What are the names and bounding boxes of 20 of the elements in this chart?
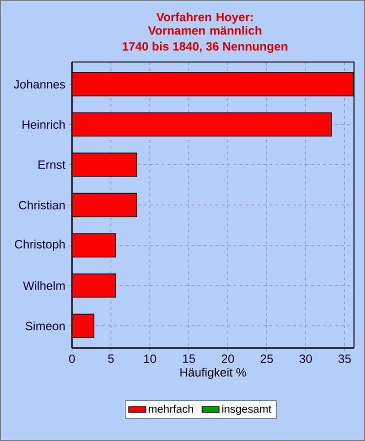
x-axis-title: Häufigkeit % [180,368,246,379]
x-tick-label: 30 [300,354,312,363]
x-tick-label: 20 [222,354,234,363]
x-tick-label: 25 [260,354,273,363]
x-tick-label: 0 [69,354,75,363]
legend-label: mehrfach [148,404,194,413]
y-tick-label: Johannes [14,80,66,89]
x-tick-label: 35 [338,354,351,363]
y-tick-label: Heinrich [22,120,65,129]
x-tick-label: 10 [144,354,156,363]
chart-title: Vorfahren Hoyer: Vornamen männlich [148,12,262,35]
y-tick-label: Wilhelm [23,281,65,290]
x-tick-label: 15 [183,354,195,363]
y-tick-label: Simeon [25,321,65,330]
x-tick-label: 5 [108,354,114,363]
y-tick-label: Christoph [14,240,65,251]
y-tick-label: Christian [18,200,65,210]
chart-subtitle: 1740 bis 1840, 36 Nennungen [122,42,288,53]
y-tick-label: Ernst [38,160,66,169]
legend-label: insgesamt [222,404,272,415]
